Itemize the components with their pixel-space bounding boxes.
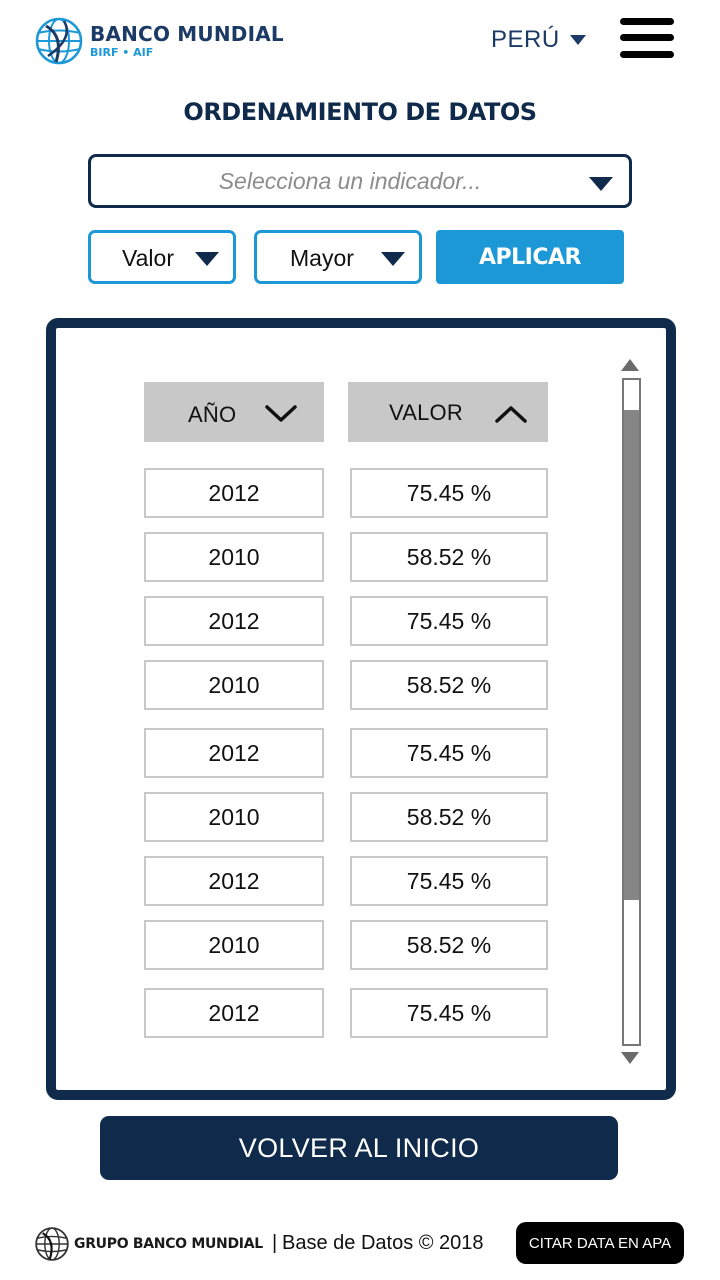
footer-copyright: Base de Datos © 2018: [282, 1232, 484, 1254]
caret-down-icon: [569, 35, 586, 45]
footer-logo[interactable]: GRUPO BANCO MUNDIAL: [34, 1226, 263, 1262]
logo-title: BANCO MUNDIAL: [90, 22, 284, 46]
scroll-down-arrow-icon[interactable]: [621, 1052, 639, 1064]
cell-value: 58.52 %: [350, 792, 548, 842]
globe-logo-icon: [35, 17, 83, 65]
scrollbar-track[interactable]: [622, 378, 641, 1046]
apply-button[interactable]: APLICAR: [436, 230, 624, 284]
cell-year: 2010: [144, 532, 324, 582]
column-header-label: VALOR: [389, 400, 463, 425]
country-label: PERÚ: [491, 26, 560, 53]
country-selector[interactable]: PERÚ: [491, 26, 586, 54]
sort-field-select[interactable]: Valor: [88, 230, 236, 284]
cell-year: 2012: [144, 988, 324, 1038]
chevron-up-icon: [495, 406, 527, 423]
back-to-home-button[interactable]: VOLVER AL INICIO: [100, 1116, 618, 1180]
cell-year: 2010: [144, 920, 324, 970]
globe-logo-icon: [35, 1227, 69, 1261]
cell-value: 75.45 %: [350, 728, 548, 778]
data-table-panel: AÑO VALOR 2012 75.45 % 2010 58.52 % 2012 75.4…: [46, 318, 676, 1100]
footer-separator: |: [272, 1232, 278, 1254]
cell-value: 75.45 %: [350, 468, 548, 518]
sort-field-label: Valor: [122, 245, 174, 271]
cell-value: 75.45 %: [350, 596, 548, 646]
cell-year: 2012: [144, 596, 324, 646]
logo-subtitle: BIRF • AIF: [90, 46, 154, 59]
sort-order-select[interactable]: Mayor: [254, 230, 422, 284]
chevron-down-icon: [265, 405, 297, 422]
caret-down-icon: [589, 177, 613, 191]
cell-value: 58.52 %: [350, 920, 548, 970]
cell-year: 2010: [144, 660, 324, 710]
footer-org-name: GRUPO BANCO MUNDIAL: [74, 1236, 263, 1252]
column-header-value[interactable]: VALOR: [348, 382, 548, 442]
indicator-select[interactable]: [88, 154, 632, 208]
cell-value: 75.45 %: [350, 856, 548, 906]
caret-down-icon: [381, 252, 405, 266]
cite-apa-button[interactable]: CITAR DATA EN APA: [516, 1222, 684, 1264]
column-header-label: AÑO: [188, 402, 237, 427]
caret-down-icon: [195, 252, 219, 266]
cell-value: 58.52 %: [350, 532, 548, 582]
scroll-up-arrow-icon[interactable]: [621, 359, 639, 371]
indicator-input[interactable]: [91, 157, 629, 205]
column-header-year[interactable]: AÑO: [144, 382, 324, 442]
menu-bar: [620, 18, 674, 25]
cell-value: 58.52 %: [350, 660, 548, 710]
cell-year: 2012: [144, 728, 324, 778]
cell-year: 2010: [144, 792, 324, 842]
menu-bar: [620, 34, 674, 41]
menu-bar: [620, 51, 674, 58]
sort-order-label: Mayor: [290, 245, 354, 271]
scrollbar-thumb[interactable]: [624, 410, 639, 900]
cell-year: 2012: [144, 856, 324, 906]
hamburger-menu-icon[interactable]: [620, 18, 674, 58]
cell-year: 2012: [144, 468, 324, 518]
cell-value: 75.45 %: [350, 988, 548, 1038]
page-title: ORDENAMIENTO DE DATOS: [183, 98, 537, 126]
world-bank-logo[interactable]: BANCO MUNDIAL BIRF • AIF: [34, 16, 284, 66]
